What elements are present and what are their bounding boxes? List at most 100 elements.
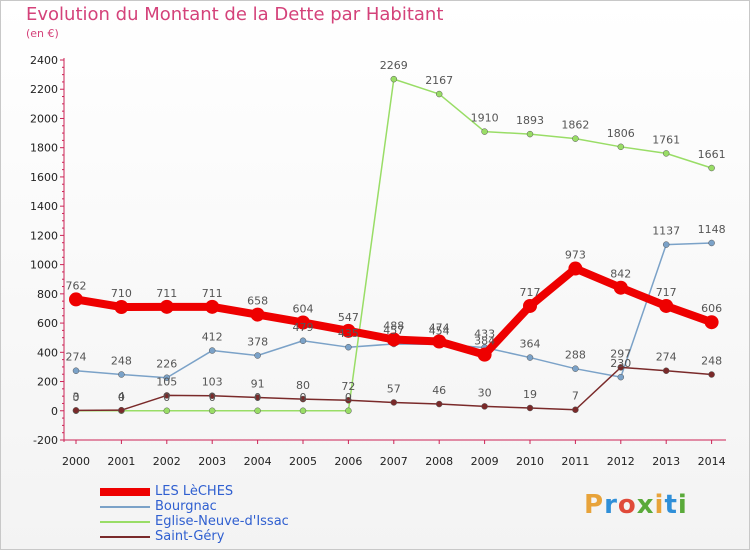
y-tick-label: 1400 bbox=[30, 200, 58, 213]
data-point bbox=[659, 298, 674, 313]
data-label: 435 bbox=[338, 327, 359, 340]
x-tick-label: 2014 bbox=[698, 455, 726, 468]
x-tick-label: 2005 bbox=[289, 455, 317, 468]
data-point bbox=[708, 371, 715, 378]
data-label: 1806 bbox=[607, 127, 635, 140]
x-tick-label: 2004 bbox=[244, 455, 272, 468]
data-point bbox=[163, 374, 171, 381]
y-tick-label: 0 bbox=[51, 405, 58, 418]
legend-label: Saint-Géry bbox=[155, 529, 225, 544]
data-point bbox=[254, 352, 261, 359]
data-label: 454 bbox=[429, 324, 450, 337]
data-label: 0 bbox=[73, 391, 80, 404]
data-label: 3 bbox=[73, 390, 80, 403]
data-point bbox=[432, 334, 447, 349]
y-tick-label: 1800 bbox=[30, 142, 58, 155]
x-tick-label: 2000 bbox=[62, 455, 90, 468]
data-point bbox=[481, 403, 488, 410]
data-point bbox=[254, 394, 261, 401]
data-label: 230 bbox=[610, 357, 631, 370]
data-label: 2167 bbox=[425, 74, 453, 87]
data-label: 717 bbox=[520, 286, 541, 299]
logo-letter: r bbox=[604, 490, 618, 520]
y-tick-label: 800 bbox=[37, 288, 58, 301]
data-label: 1761 bbox=[652, 133, 680, 146]
x-tick-label: 2011 bbox=[561, 455, 589, 468]
legend-label: Eglise-Neuve-d'Issac bbox=[155, 514, 289, 529]
data-point bbox=[208, 347, 216, 354]
data-label: 762 bbox=[66, 279, 87, 292]
data-label: 384 bbox=[474, 335, 495, 348]
data-label: 248 bbox=[701, 355, 722, 368]
data-point bbox=[568, 261, 583, 276]
data-point bbox=[662, 367, 670, 374]
data-label: 604 bbox=[293, 302, 314, 315]
data-label: 57 bbox=[387, 382, 401, 395]
data-label: 0 bbox=[300, 391, 307, 404]
data-point bbox=[708, 164, 715, 172]
logo-letter: t bbox=[664, 490, 678, 520]
x-tick-label: 2008 bbox=[425, 455, 453, 468]
data-label: 288 bbox=[565, 349, 586, 362]
data-label: 412 bbox=[202, 331, 223, 344]
data-point bbox=[345, 343, 352, 351]
data-label: 711 bbox=[202, 287, 223, 300]
data-label: 0 bbox=[254, 391, 261, 404]
x-tick-label: 2013 bbox=[652, 455, 680, 468]
data-point bbox=[341, 323, 356, 338]
data-point bbox=[69, 292, 83, 307]
data-point bbox=[526, 354, 534, 361]
data-point bbox=[118, 371, 125, 378]
data-point bbox=[662, 241, 670, 248]
y-tick-label: -200 bbox=[33, 434, 58, 447]
data-label: 457 bbox=[383, 324, 404, 337]
data-label: 274 bbox=[66, 351, 87, 364]
chart-title: Evolution du Montant de la Dette par Hab… bbox=[26, 4, 444, 25]
data-point bbox=[481, 128, 488, 135]
data-label: 46 bbox=[432, 384, 446, 397]
data-point bbox=[345, 396, 352, 404]
data-point bbox=[208, 407, 216, 415]
data-point bbox=[617, 373, 625, 381]
legend-label: LES LèCHES bbox=[155, 484, 234, 499]
data-point bbox=[572, 406, 579, 413]
data-point bbox=[708, 239, 715, 247]
x-tick-label: 2009 bbox=[471, 455, 499, 468]
data-point bbox=[390, 399, 398, 406]
data-label: 0 bbox=[163, 391, 170, 404]
x-tick-label: 2001 bbox=[107, 455, 135, 468]
data-label: 658 bbox=[247, 295, 268, 308]
y-tick-label: 2400 bbox=[30, 54, 58, 67]
data-label: 1862 bbox=[561, 119, 589, 132]
data-point bbox=[435, 90, 443, 98]
logo-letter: i bbox=[677, 490, 688, 520]
y-tick-label: 2200 bbox=[30, 83, 58, 96]
legend-swatch bbox=[100, 488, 150, 496]
data-point bbox=[386, 332, 401, 347]
data-point bbox=[208, 392, 216, 399]
data-label: 488 bbox=[383, 319, 404, 332]
data-label: 606 bbox=[701, 302, 722, 315]
data-label: 547 bbox=[338, 311, 359, 324]
data-point bbox=[572, 135, 579, 142]
data-label: 479 bbox=[293, 321, 314, 334]
legend-label: Bourgnac bbox=[155, 499, 217, 514]
data-label: 1661 bbox=[698, 148, 726, 161]
data-point bbox=[72, 367, 80, 374]
x-tick-label: 2010 bbox=[516, 455, 544, 468]
chart-subtitle: (en €) bbox=[26, 27, 59, 40]
data-point bbox=[163, 392, 171, 399]
data-point bbox=[254, 407, 261, 415]
logo-letter: x bbox=[636, 490, 655, 520]
data-label: 19 bbox=[523, 388, 537, 401]
data-label: 717 bbox=[656, 286, 677, 299]
y-tick-label: 200 bbox=[37, 376, 58, 389]
data-point bbox=[613, 280, 628, 295]
data-label: 710 bbox=[111, 287, 132, 300]
data-label: 711 bbox=[156, 287, 177, 300]
data-point bbox=[299, 407, 307, 415]
data-label: 80 bbox=[296, 379, 310, 392]
data-label: 2269 bbox=[380, 59, 408, 72]
x-tick-label: 2003 bbox=[198, 455, 226, 468]
